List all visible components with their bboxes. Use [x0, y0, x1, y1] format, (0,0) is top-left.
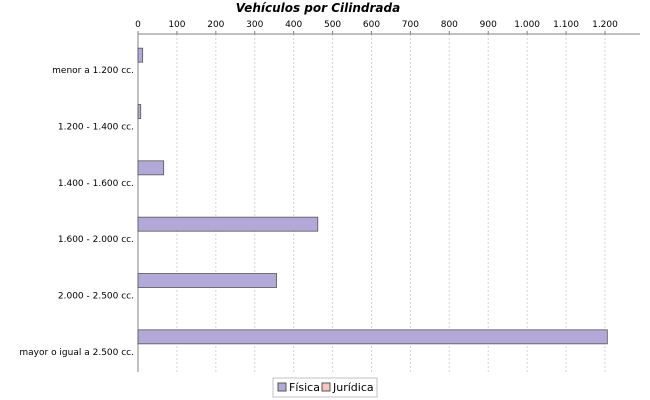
x-tick-label: 600: [363, 20, 380, 30]
legend-swatch-juridica: [321, 382, 331, 392]
bar-fisica: [137, 47, 144, 63]
grid: [176, 34, 606, 372]
x-tick-label: 1.200: [592, 20, 618, 30]
bar-fisica: [137, 273, 277, 288]
legend-label-fisica: Física: [289, 381, 320, 394]
legend-label-juridica: Jurídica: [332, 381, 374, 394]
category-label: 1.200 - 1.400 cc.: [58, 123, 134, 133]
category-label: menor a 1.200 cc.: [52, 66, 134, 76]
x-tick-label: 800: [441, 20, 458, 30]
x-tick-label: 1.000: [514, 20, 540, 30]
x-tick-label: 500: [324, 20, 341, 30]
category-label: 2.000 - 2.500 cc.: [58, 292, 134, 302]
category-labels: menor a 1.200 cc. 1.200 - 1.400 cc. 1.400 …: [19, 66, 134, 358]
bar-fisica: [137, 329, 608, 345]
bar-fisica: [137, 216, 319, 232]
legend: Física Jurídica: [272, 377, 378, 398]
x-tick-label: 100: [168, 20, 185, 30]
chart-title: Vehículos por Cilindrada: [236, 1, 400, 15]
bars: [137, 47, 608, 345]
x-tick-label: 400: [285, 20, 302, 30]
category-label: mayor o igual a 2.500 cc.: [19, 348, 134, 358]
x-tick-label: 300: [246, 20, 263, 30]
legend-swatch-fisica: [277, 382, 287, 392]
bar-fisica: [137, 160, 165, 176]
x-tick-label: 0: [135, 20, 141, 30]
bar-fisica: [137, 104, 142, 119]
x-tick-label: 700: [402, 20, 419, 30]
axes: [137, 33, 640, 372]
category-label: 1.600 - 2.000 cc.: [58, 235, 134, 245]
x-tick-label: 900: [480, 20, 497, 30]
x-tick-label: 1.100: [553, 20, 579, 30]
category-label: 1.400 - 1.600 cc.: [58, 179, 134, 189]
x-tick-label: 200: [207, 20, 224, 30]
x-axis-ticks: 0 100 200 300 400 500 600 700 800 900 1.000 1.100 1.…: [135, 20, 618, 34]
